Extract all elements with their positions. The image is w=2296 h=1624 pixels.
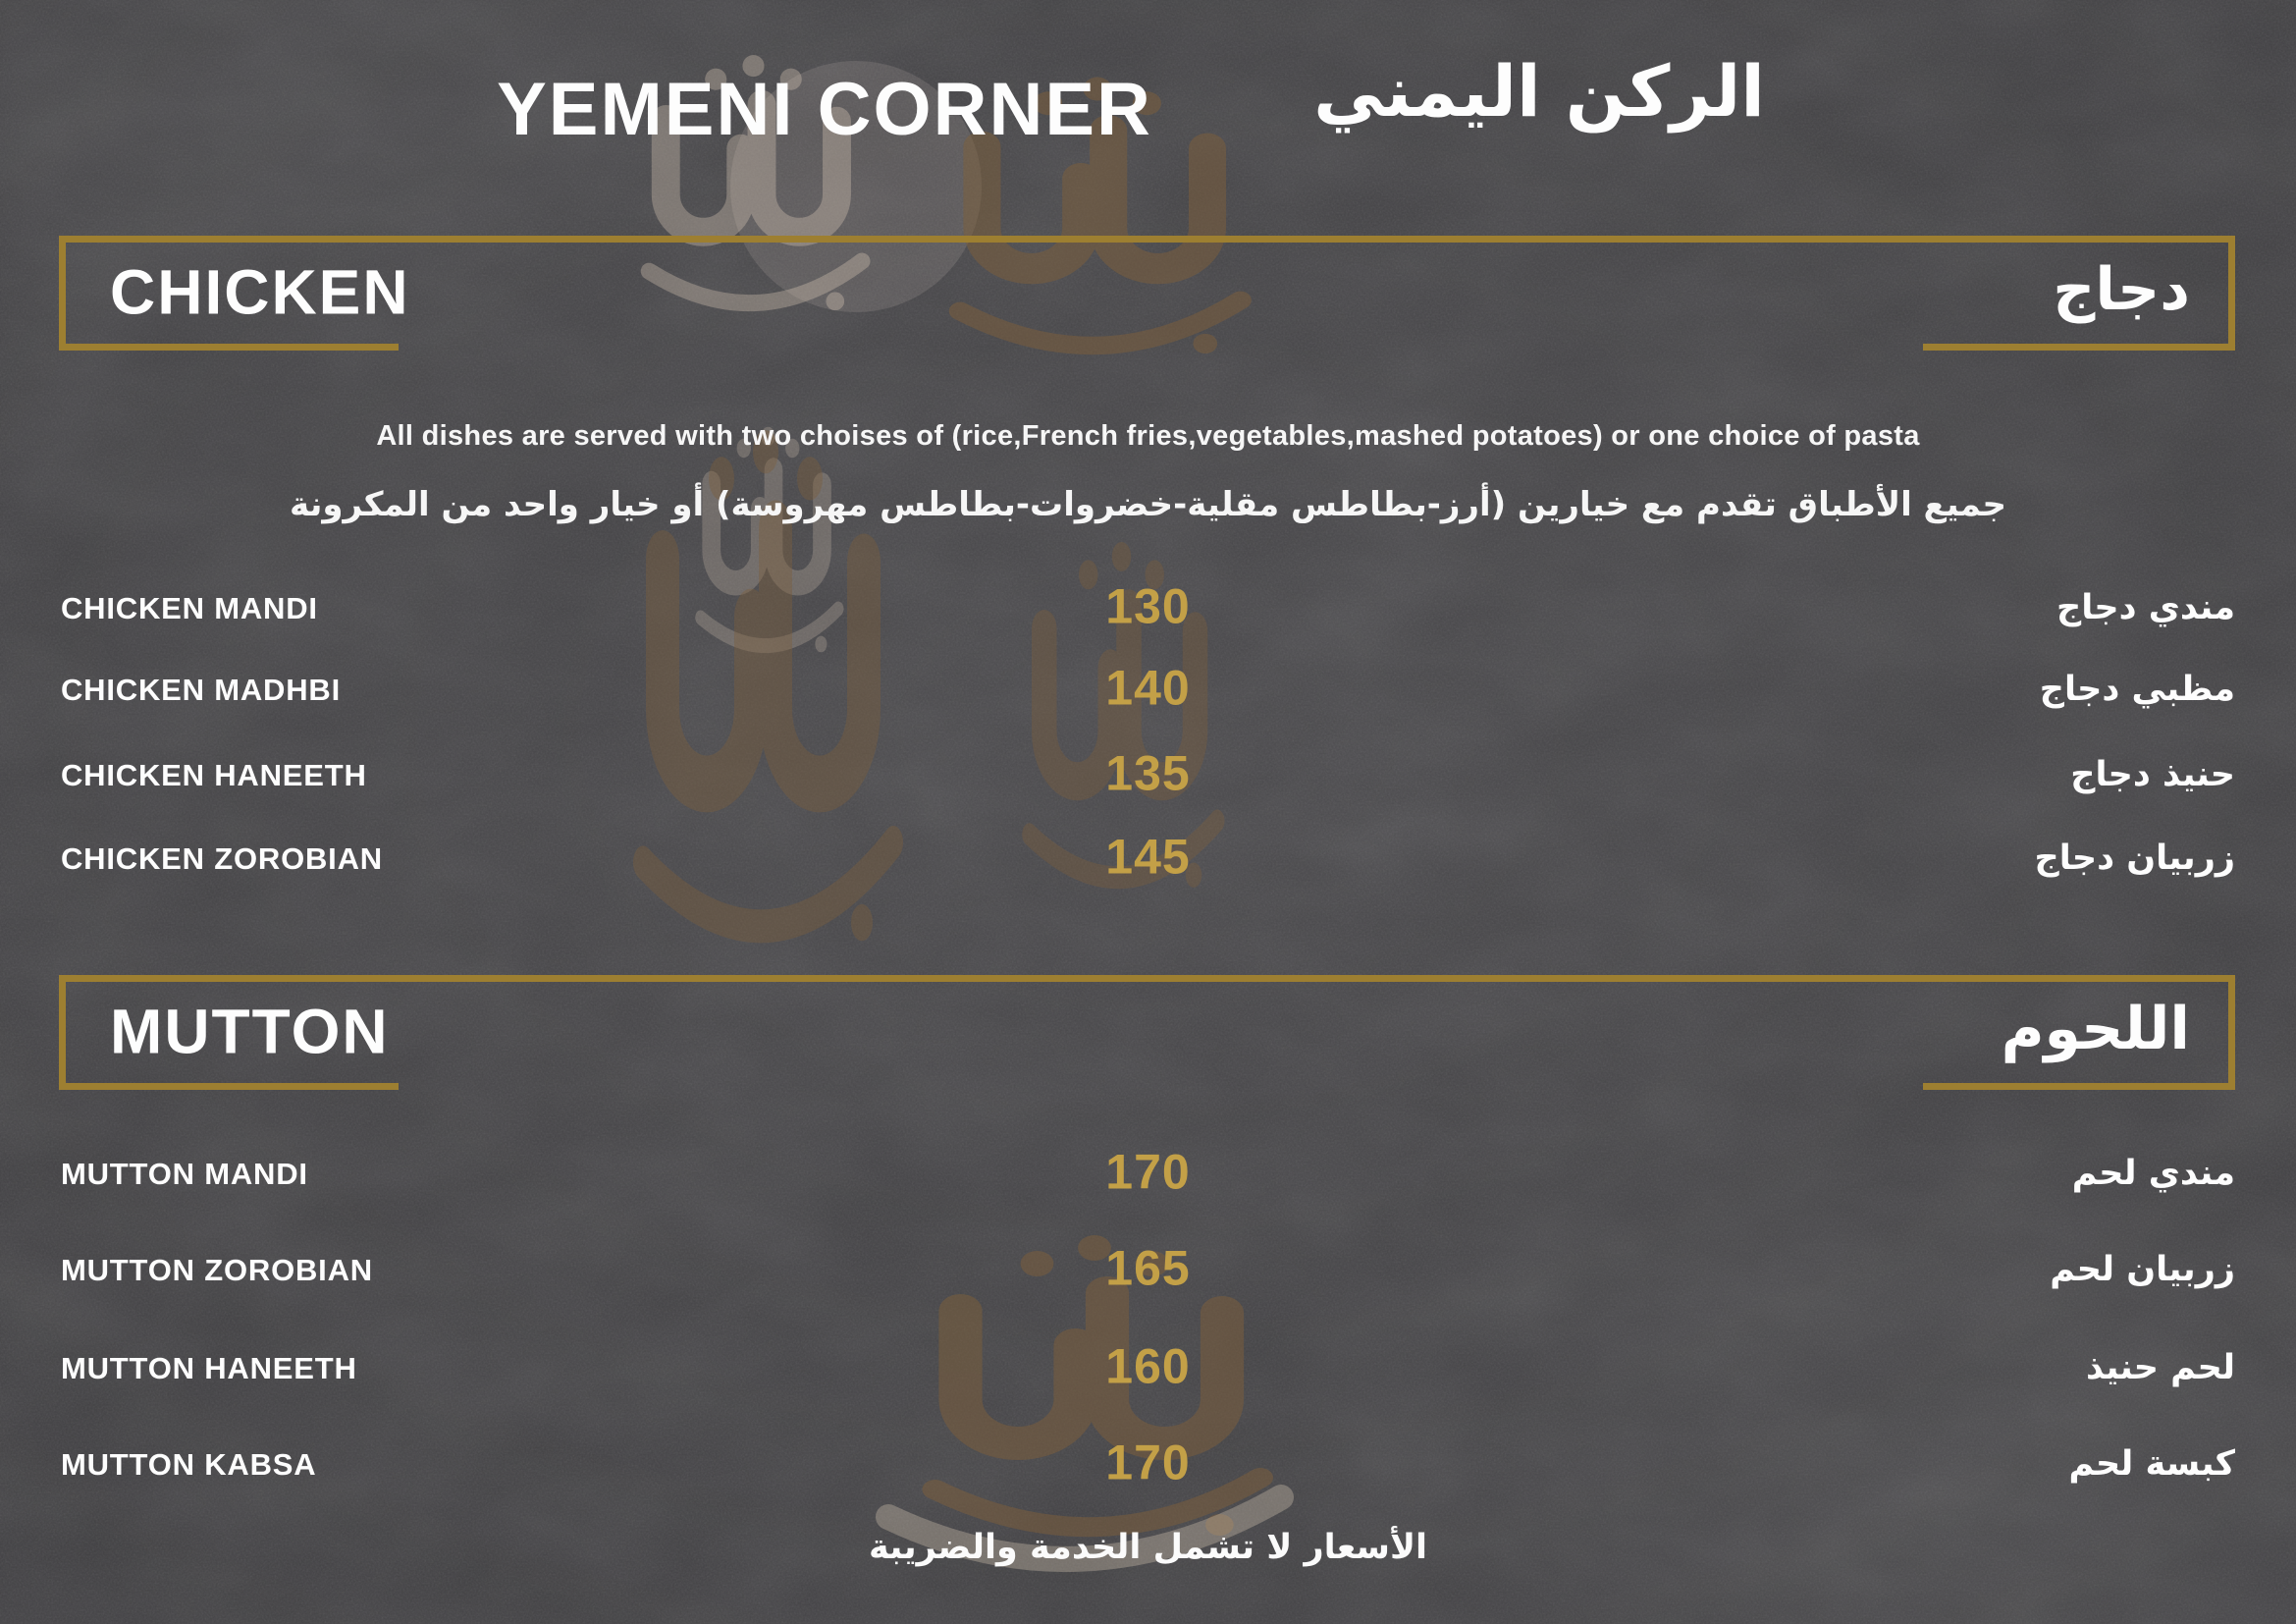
item-name-english: MUTTON HANEETH [61, 1351, 357, 1385]
item-name-english: CHICKEN MANDI [61, 591, 318, 625]
item-name-arabic: زربيان لحم [2050, 1250, 2235, 1290]
section-chicken-title-english: CHICKEN [110, 256, 410, 328]
section-chicken-title-arabic: دجاج [2053, 254, 2190, 324]
menu-item-row-mutton-haneeth: MUTTON HANEETH 160 لحم حنيذ [61, 1339, 2235, 1394]
menu-item-row-chicken-haneeth: CHICKEN HANEETH 135 حنيذ دجاج [61, 746, 2235, 801]
gold-border-left [59, 975, 66, 1090]
menu-item-row-mutton-zorobian: MUTTON ZOROBIAN 165 زربيان لحم [61, 1241, 2235, 1296]
item-name-english: MUTTON MANDI [61, 1157, 308, 1191]
tax-disclaimer: الأسعار لا تشمل الخدمة والضريبة [868, 1528, 1428, 1567]
menu-item-row-chicken-zorobian: CHICKEN ZOROBIAN 145 زربيان دجاج [61, 830, 2235, 885]
gold-border-bottom-left [59, 344, 399, 351]
menu-item-row-mutton-mandi: MUTTON MANDI 170 مندي لحم [61, 1145, 2235, 1200]
restaurant-name-arabic: الركن اليمني [1313, 50, 1765, 133]
menu-item-row-chicken-mandi: CHICKEN MANDI 130 مندي دجاج [61, 579, 2235, 634]
item-name-arabic: كبسة لحم [2068, 1444, 2235, 1485]
section-header-chicken: CHICKEN دجاج [59, 236, 2235, 351]
item-name-arabic: مندي دجاج [2056, 588, 2235, 628]
item-name-arabic: لحم حنيذ [2085, 1348, 2235, 1388]
item-price: 160 [1105, 1338, 1191, 1394]
item-name-arabic: مظبي دجاج [2039, 670, 2235, 710]
item-price: 170 [1105, 1144, 1191, 1200]
item-name-english: MUTTON KABSA [61, 1447, 317, 1482]
item-price: 130 [1105, 578, 1191, 634]
gold-border-bottom-left [59, 1083, 399, 1090]
item-name-english: CHICKEN MADHBI [61, 673, 342, 707]
item-price: 170 [1105, 1435, 1191, 1490]
item-price: 145 [1105, 829, 1191, 885]
item-price: 165 [1105, 1240, 1191, 1296]
gold-border-top [59, 236, 2235, 243]
item-name-arabic: زربيان دجاج [2034, 839, 2235, 879]
serving-note-arabic: جميع الأطباق تقدم مع خيارين (أرز-بطاطس م… [290, 485, 2006, 524]
item-name-english: CHICKEN HANEETH [61, 758, 367, 792]
section-mutton-title-english: MUTTON [110, 996, 390, 1067]
gold-border-bottom-right [1923, 1083, 2235, 1090]
menu-item-row-chicken-madhbi: CHICKEN MADHBI 140 مظبي دجاج [61, 661, 2235, 716]
item-price: 135 [1105, 745, 1191, 801]
section-header-mutton: MUTTON اللحوم [59, 975, 2235, 1090]
gold-border-top [59, 975, 2235, 982]
item-price: 140 [1105, 660, 1191, 716]
section-mutton-title-arabic: اللحوم [2001, 994, 2190, 1063]
gold-border-bottom-right [1923, 344, 2235, 351]
item-name-arabic: مندي لحم [2071, 1154, 2235, 1194]
gold-border-right [2228, 975, 2235, 1090]
restaurant-name-english: YEMENI CORNER [497, 68, 1152, 151]
gold-border-right [2228, 236, 2235, 351]
serving-note-english: All dishes are served with two choises o… [376, 420, 1920, 452]
item-name-english: MUTTON ZOROBIAN [61, 1253, 373, 1287]
gold-border-left [59, 236, 66, 351]
item-name-arabic: حنيذ دجاج [2070, 755, 2235, 795]
item-name-english: CHICKEN ZOROBIAN [61, 841, 383, 876]
menu-item-row-mutton-kabsa: MUTTON KABSA 170 كبسة لحم [61, 1435, 2235, 1490]
